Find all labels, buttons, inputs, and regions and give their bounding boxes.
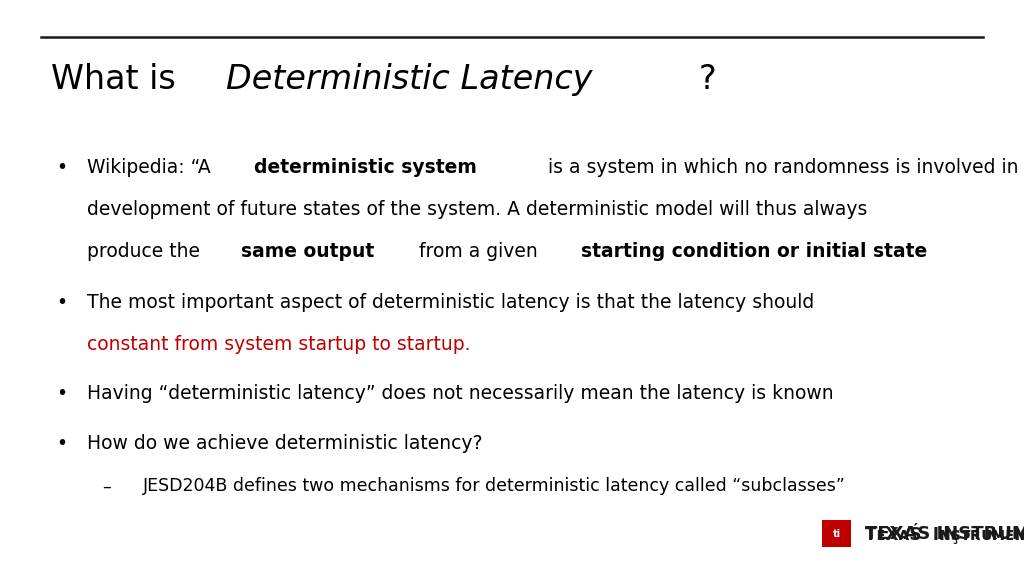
- Text: same output: same output: [241, 242, 374, 261]
- Text: is a system in which no randomness is involved in the: is a system in which no randomness is in…: [542, 158, 1024, 177]
- Text: produce the: produce the: [87, 242, 206, 261]
- Text: deterministic system: deterministic system: [254, 158, 477, 177]
- Text: from a given: from a given: [413, 242, 544, 261]
- Text: The most important aspect of deterministic latency is that the latency should: The most important aspect of determinist…: [87, 293, 820, 312]
- FancyBboxPatch shape: [822, 520, 851, 547]
- Text: JESD204B defines two mechanisms for deterministic latency called “subclasses”: JESD204B defines two mechanisms for dete…: [143, 478, 846, 495]
- Text: Having “deterministic latency” does not necessarily mean the latency is known: Having “deterministic latency” does not …: [87, 384, 834, 403]
- Text: •: •: [56, 384, 68, 403]
- Text: constant from system startup to startup.: constant from system startup to startup.: [87, 335, 471, 354]
- Text: TEXAS INSTRUMENTS: TEXAS INSTRUMENTS: [865, 525, 1024, 543]
- Text: •: •: [56, 293, 68, 312]
- Text: What is: What is: [51, 63, 186, 96]
- Text: •: •: [56, 434, 68, 453]
- Text: Deterministic Latency: Deterministic Latency: [226, 63, 592, 96]
- Text: starting condition or initial state: starting condition or initial state: [582, 242, 928, 261]
- Text: development of future states of the system. A deterministic model will thus alwa: development of future states of the syst…: [87, 200, 867, 219]
- Text: Wikipedia: “A: Wikipedia: “A: [87, 158, 217, 177]
- Text: ?: ?: [698, 63, 717, 96]
- Text: ti: ti: [833, 529, 841, 539]
- Text: How do we achieve deterministic latency?: How do we achieve deterministic latency?: [87, 434, 482, 453]
- Text: TᴇΧᴀŚ  Iɴşᴛʀᴜᴍᴇɴᴛş: TᴇΧᴀŚ Iɴşᴛʀᴜᴍᴇɴᴛş: [865, 524, 1024, 544]
- Text: –: –: [102, 478, 112, 495]
- Text: •: •: [56, 158, 68, 177]
